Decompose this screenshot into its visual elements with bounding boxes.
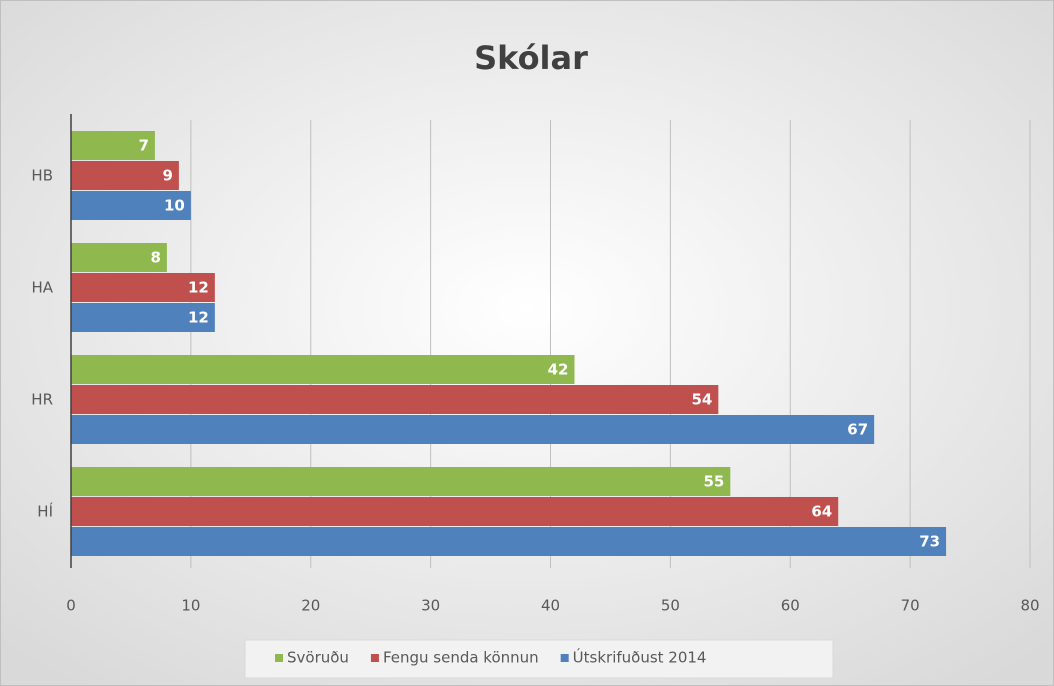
value-label: 67 (847, 421, 868, 439)
x-tick-label: 50 (661, 597, 680, 615)
bar (71, 527, 947, 556)
legend-box (244, 639, 834, 679)
value-label: 54 (691, 391, 712, 409)
legend-label: Svöruðu (287, 649, 349, 667)
x-tick-label: 80 (1020, 597, 1039, 615)
bar (71, 497, 839, 526)
x-tick-label: 0 (66, 597, 76, 615)
value-label: 10 (164, 197, 185, 215)
value-label: 55 (703, 473, 724, 491)
chart-title: Skólar (474, 39, 588, 77)
value-label: 42 (548, 361, 569, 379)
bar (71, 355, 575, 384)
value-label: 7 (138, 137, 148, 155)
legend-swatch (370, 654, 379, 662)
x-tick-label: 10 (181, 597, 200, 615)
bar (71, 243, 167, 272)
legend-label: Fengu senda könnun (383, 649, 539, 667)
bar (71, 303, 215, 332)
bar (71, 131, 155, 160)
x-tick-label: 30 (421, 597, 440, 615)
x-tick-label: 60 (781, 597, 800, 615)
bar (71, 467, 731, 496)
value-label: 9 (162, 167, 172, 185)
y-tick-label: HA (31, 279, 53, 297)
value-label: 8 (150, 249, 160, 267)
y-tick-label: HR (31, 391, 53, 409)
y-tick-label: HB (31, 167, 53, 185)
value-label: 73 (919, 533, 940, 551)
bar (71, 415, 875, 444)
x-tick-label: 70 (901, 597, 920, 615)
x-tick-label: 20 (301, 597, 320, 615)
legend-label: Útskrifuðust 2014 (573, 648, 707, 667)
legend-swatch (275, 654, 283, 662)
value-label: 12 (188, 279, 209, 297)
bar (71, 273, 215, 302)
bar (71, 385, 719, 414)
value-label: 64 (811, 503, 832, 521)
bar (71, 161, 179, 190)
y-tick-label: HÍ (37, 502, 53, 521)
bar (71, 191, 191, 220)
x-tick-label: 40 (541, 597, 560, 615)
legend-swatch (560, 654, 569, 662)
value-label: 12 (188, 309, 209, 327)
